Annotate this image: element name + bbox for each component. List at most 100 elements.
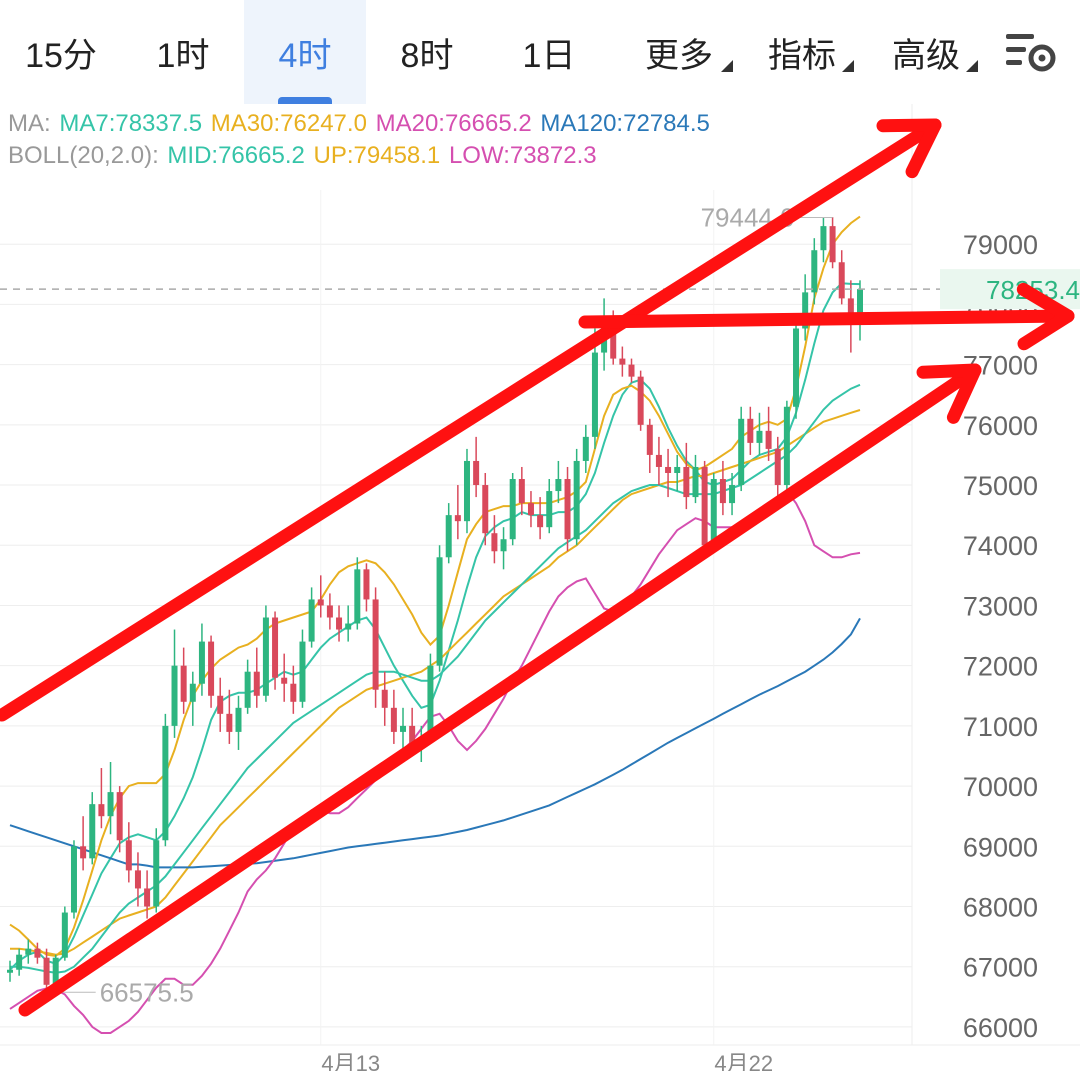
ma120-value: MA120:72784.5	[540, 110, 710, 137]
candle-body	[70, 846, 77, 913]
candle-body	[290, 683, 297, 702]
candle-body	[381, 689, 388, 708]
candle-body	[272, 617, 279, 678]
upper-channel-arrow-shaft	[0, 118, 942, 722]
candle-body	[500, 539, 507, 552]
candle-body	[527, 503, 534, 516]
candle-body	[281, 677, 288, 684]
candle-body	[89, 804, 96, 859]
ma-legend-prefix: MA:	[8, 110, 51, 137]
candle-body	[738, 418, 745, 486]
candle-body	[226, 713, 233, 732]
tab-label: 指标	[768, 36, 836, 75]
tab-label: 1时	[156, 36, 210, 75]
candle-body	[390, 707, 397, 732]
candle-body	[308, 599, 315, 642]
candle-body	[153, 840, 160, 907]
tab-indicators[interactable]: 指标	[750, 0, 854, 104]
candle-body	[857, 289, 863, 323]
series-line-ma7	[9, 282, 861, 971]
candle-body	[7, 969, 13, 973]
tab-label: 4时	[278, 36, 332, 75]
candle-body	[189, 683, 196, 702]
resistance-arrow-shaft	[578, 309, 1075, 329]
trend-annotations	[0, 118, 1075, 1017]
candle-body	[756, 430, 763, 443]
chart-settings-icon[interactable]	[1000, 28, 1060, 76]
series-line-up	[9, 215, 861, 957]
y-tick-label: 73000	[963, 591, 1038, 621]
tab-label: 8时	[400, 36, 454, 75]
candle-body	[719, 479, 726, 504]
ma20-value: MA20:76665.2	[375, 110, 532, 137]
candle-body	[299, 641, 306, 702]
upper-channel-arrow-head	[876, 118, 942, 179]
candle-body	[774, 448, 781, 486]
tab-label: 更多	[645, 36, 713, 75]
candle-body	[637, 376, 644, 425]
candle-body	[701, 466, 708, 546]
candle-body	[171, 665, 178, 726]
x-tick-label: 4月22	[714, 1051, 773, 1071]
candle-body	[354, 569, 361, 624]
candle-body	[820, 226, 827, 251]
candle-body	[482, 485, 489, 534]
candle-body	[16, 954, 23, 970]
tab-more[interactable]: 更多	[625, 0, 733, 104]
candle-body	[473, 460, 480, 486]
ma7-value: MA7:78337.5	[59, 110, 203, 137]
tab-8h[interactable]: 8时	[366, 0, 488, 104]
candle-body	[25, 948, 32, 955]
y-tick-label: 76000	[963, 411, 1038, 441]
candle-body	[555, 479, 562, 492]
tab-4h[interactable]: 4时	[244, 0, 366, 104]
tab-advanced[interactable]: 高级	[874, 0, 978, 104]
candle-body	[363, 569, 370, 600]
boll-legend-prefix: BOLL(20,2.0):	[8, 142, 159, 169]
candle-body	[107, 792, 114, 817]
indicator-lines	[9, 215, 861, 1034]
candle-body	[710, 479, 717, 546]
resistance-arrow-head	[1016, 282, 1075, 351]
y-tick-label: 72000	[963, 652, 1038, 682]
boll-up-value: UP:79458.1	[313, 142, 441, 169]
x-tick-label: 4月13	[321, 1051, 380, 1071]
candle-body	[409, 725, 416, 744]
candlesticks	[7, 217, 863, 993]
candle-body	[619, 358, 626, 365]
boll-mid-value: MID:76665.2	[167, 142, 305, 169]
candle-body	[463, 460, 470, 522]
tab-15m[interactable]: 15分	[0, 0, 122, 104]
y-tick-label: 71000	[963, 712, 1038, 742]
candle-body	[674, 466, 681, 473]
candle-body	[372, 599, 379, 690]
y-tick-label: 69000	[963, 832, 1038, 862]
candle-body	[793, 328, 800, 407]
candle-body	[144, 888, 151, 907]
dropdown-caret-icon	[842, 60, 854, 72]
tab-1d[interactable]: 1日	[488, 0, 610, 104]
candle-body	[336, 617, 343, 630]
tab-label: 15分	[25, 36, 97, 75]
candle-body	[829, 226, 836, 263]
candle-body	[134, 870, 141, 889]
candle-body	[591, 352, 598, 437]
candle-body	[198, 641, 205, 684]
candle-body	[546, 491, 553, 528]
y-tick-label: 74000	[963, 531, 1038, 561]
candle-body	[162, 725, 169, 841]
candle-body	[445, 515, 452, 558]
candle-body	[52, 957, 59, 985]
series-line-mid	[10, 383, 861, 974]
candle-body	[628, 364, 635, 377]
candle-body	[80, 846, 87, 859]
candle-body	[729, 485, 736, 504]
series-line-low	[9, 489, 861, 1034]
tab-label: 1日	[522, 36, 576, 75]
boll-legend: BOLL(20,2.0): MID:76665.2 UP:79458.1 LOW…	[8, 142, 599, 170]
candle-body	[655, 454, 662, 467]
candle-body	[400, 725, 407, 732]
tab-1h[interactable]: 1时	[122, 0, 244, 104]
y-tick-label: 67000	[963, 953, 1038, 983]
